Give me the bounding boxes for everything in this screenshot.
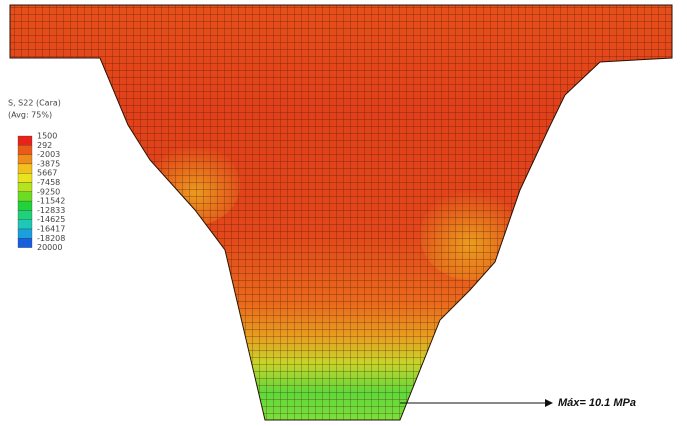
legend-label: -3875 (37, 159, 60, 168)
legend-label: -16417 (37, 225, 65, 234)
outline (9, 4, 673, 421)
legend-label: -18208 (37, 234, 65, 243)
legend-label: -11542 (37, 197, 65, 206)
legend-swatch (17, 182, 33, 192)
legend-label: 20000 (37, 243, 62, 252)
arrow-head (545, 399, 553, 407)
legend-swatch (17, 154, 33, 165)
legend-label: -2003 (37, 150, 60, 159)
legend-subtitle: (Avg: 75%) (8, 111, 52, 120)
legend-label: -14625 (37, 215, 65, 224)
legend-swatch (17, 238, 33, 248)
legend-swatch (17, 219, 33, 230)
legend-swatch (17, 163, 33, 174)
legend-swatch (17, 200, 33, 211)
legend-label: -9250 (37, 187, 60, 196)
legend-swatch (17, 173, 33, 183)
legend-label: 1500 (37, 132, 57, 141)
legend-swatch (17, 191, 33, 202)
legend-swatch (17, 210, 33, 220)
legend-swatch (17, 135, 33, 146)
legend: S, S22 (Cara) (Avg: 75%) 1500292-2003-38… (8, 99, 65, 253)
legend-label: 5667 (37, 169, 57, 178)
legend-label: -7458 (37, 178, 60, 187)
annotation: Máx= 10.1 MPa (558, 397, 636, 409)
legend-title: S, S22 (Cara) (8, 99, 61, 108)
legend-label: -12833 (37, 206, 65, 215)
legend-swatch (17, 228, 33, 239)
legend-label: 292 (37, 141, 52, 150)
legend-swatch (17, 145, 33, 155)
